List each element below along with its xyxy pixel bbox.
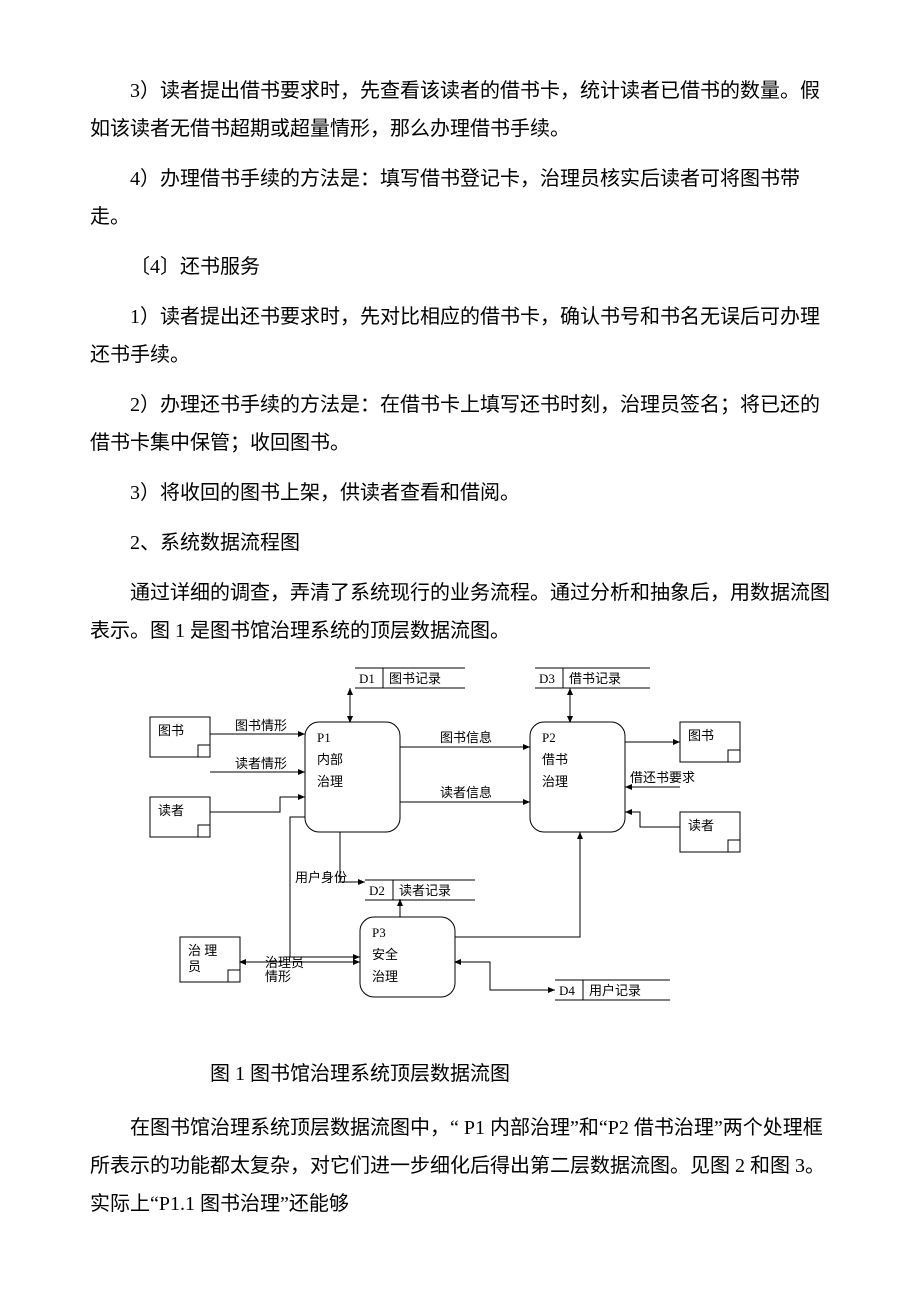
svg-text:读者: 读者 <box>688 818 714 833</box>
svg-text:治理员: 治理员 <box>265 955 304 970</box>
svg-text:用户记录: 用户记录 <box>589 983 641 998</box>
svg-text:员: 员 <box>188 959 201 974</box>
svg-text:图书: 图书 <box>688 728 714 743</box>
svg-text:读者情形: 读者情形 <box>235 756 287 771</box>
svg-text:图书记录: 图书记录 <box>389 671 441 686</box>
svg-text:D2: D2 <box>369 883 385 898</box>
svg-text:D4: D4 <box>559 983 575 998</box>
svg-text:内部: 内部 <box>317 752 343 767</box>
data-flow-diagram: 图书读者治 理员图书读者P1内部治理P2借书治理P3安全治理D1图书记录D2读者… <box>140 662 780 1035</box>
svg-text:图书信息: 图书信息 <box>440 730 492 745</box>
svg-text:P1: P1 <box>317 730 331 745</box>
paragraph: 1）读者提出还书要求时，先对比相应的借书卡，确认书号和书名无误后可办理还书手续。 <box>90 298 830 374</box>
svg-text:读者记录: 读者记录 <box>399 883 451 898</box>
svg-text:P3: P3 <box>372 925 386 940</box>
figure-caption: 图 1 图书馆治理系统顶层数据流图 <box>210 1055 830 1093</box>
svg-text:读者: 读者 <box>158 803 184 818</box>
svg-text:P2: P2 <box>542 730 556 745</box>
paragraph: 通过详细的调查，弄清了系统现行的业务流程。通过分析和抽象后，用数据流图表示。图 … <box>90 574 830 650</box>
svg-text:安全: 安全 <box>372 947 398 962</box>
paragraph: 在图书馆治理系统顶层数据流图中，“ P1 内部治理”和“P2 借书治理”两个处理… <box>90 1109 830 1223</box>
svg-text:用户身份: 用户身份 <box>295 870 347 885</box>
svg-text:借书: 借书 <box>542 752 568 767</box>
svg-text:治 理: 治 理 <box>188 943 217 958</box>
svg-text:治理: 治理 <box>317 774 343 789</box>
svg-text:D1: D1 <box>359 671 375 686</box>
svg-text:情形: 情形 <box>265 969 291 984</box>
svg-text:借还书要求: 借还书要求 <box>630 770 695 785</box>
svg-text:D3: D3 <box>539 671 555 686</box>
dfd-svg: 图书读者治 理员图书读者P1内部治理P2借书治理P3安全治理D1图书记录D2读者… <box>140 662 780 1022</box>
svg-text:读者信息: 读者信息 <box>440 785 492 800</box>
svg-text:治理: 治理 <box>542 774 568 789</box>
paragraph: 2、系统数据流程图 <box>90 524 830 562</box>
paragraph: 2）办理还书手续的方法是：在借书卡上填写还书时刻，治理员签名；将已还的借书卡集中… <box>90 386 830 462</box>
svg-text:治理: 治理 <box>372 969 398 984</box>
svg-text:图书: 图书 <box>158 723 184 738</box>
paragraph: 3）读者提出借书要求时，先查看该读者的借书卡，统计读者已借书的数量。假如该读者无… <box>90 72 830 148</box>
svg-text:图书情形: 图书情形 <box>235 718 287 733</box>
svg-text:借书记录: 借书记录 <box>569 671 621 686</box>
paragraph: 4）办理借书手续的方法是：填写借书登记卡，治理员核实后读者可将图书带走。 <box>90 160 830 236</box>
paragraph: 〔4〕还书服务 <box>90 248 830 286</box>
paragraph: 3）将收回的图书上架，供读者查看和借阅。 <box>90 474 830 512</box>
